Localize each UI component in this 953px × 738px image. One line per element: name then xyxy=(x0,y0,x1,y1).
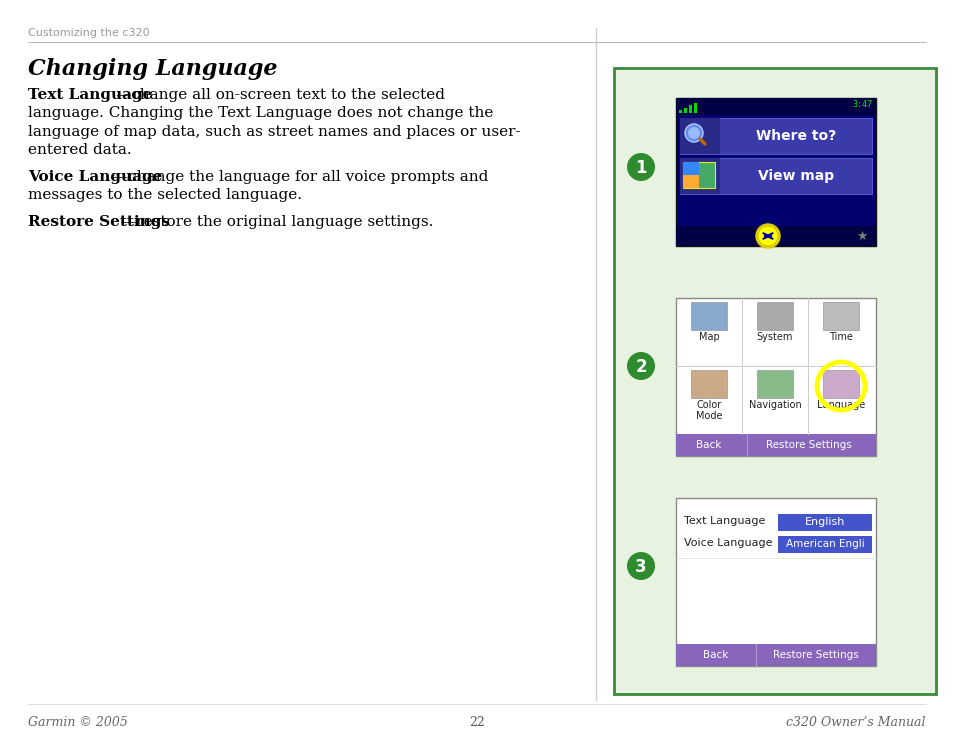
Text: Back: Back xyxy=(696,440,720,450)
Text: Restore Settings: Restore Settings xyxy=(28,215,170,229)
Bar xyxy=(682,162,714,188)
Bar xyxy=(679,158,871,194)
Text: —restore the original language settings.: —restore the original language settings. xyxy=(121,215,433,229)
Text: Changing Language: Changing Language xyxy=(28,58,277,80)
Text: English: English xyxy=(804,517,844,527)
Text: 22: 22 xyxy=(469,716,484,729)
Text: —change all on-screen text to the selected: —change all on-screen text to the select… xyxy=(116,88,444,102)
Circle shape xyxy=(626,552,655,580)
Bar xyxy=(614,68,935,694)
Text: Restore Settings: Restore Settings xyxy=(765,440,851,450)
Bar xyxy=(778,514,871,531)
Circle shape xyxy=(687,127,700,139)
Text: language of map data, such as street names and places or user-: language of map data, such as street nam… xyxy=(28,125,520,139)
Text: View map: View map xyxy=(757,169,833,183)
Bar xyxy=(676,298,875,456)
Text: Text Language: Text Language xyxy=(683,516,764,526)
Text: Voice Language: Voice Language xyxy=(28,170,162,184)
Bar xyxy=(682,175,699,188)
Bar xyxy=(676,98,875,246)
Bar xyxy=(757,370,792,398)
Bar xyxy=(679,110,681,113)
Bar xyxy=(688,105,691,113)
Text: 3: 3 xyxy=(635,558,646,576)
Text: messages to the selected language.: messages to the selected language. xyxy=(28,188,302,202)
Text: Map: Map xyxy=(698,332,719,342)
Bar xyxy=(690,370,726,398)
Circle shape xyxy=(684,124,702,142)
Text: Where to?: Where to? xyxy=(755,129,835,143)
Text: Language: Language xyxy=(816,400,864,410)
Text: Navigation: Navigation xyxy=(748,400,801,410)
Text: c320 Owner’s Manual: c320 Owner’s Manual xyxy=(785,716,925,729)
Circle shape xyxy=(626,153,655,181)
Bar xyxy=(676,498,875,666)
Text: Voice Language: Voice Language xyxy=(683,538,772,548)
Bar xyxy=(822,370,858,398)
Text: 1: 1 xyxy=(635,159,646,177)
Bar xyxy=(676,226,875,246)
Circle shape xyxy=(757,225,779,247)
Text: Time: Time xyxy=(828,332,852,342)
Bar xyxy=(682,162,699,175)
Bar xyxy=(679,118,720,154)
Circle shape xyxy=(626,352,655,380)
Text: American Engli: American Engli xyxy=(785,539,863,549)
Text: Restore Settings: Restore Settings xyxy=(772,650,858,660)
Bar xyxy=(676,644,875,666)
Text: language. Changing the Text Language does not change the: language. Changing the Text Language doe… xyxy=(28,106,493,120)
Text: Garmin © 2005: Garmin © 2005 xyxy=(28,716,128,729)
Bar xyxy=(683,108,686,113)
Text: ★: ★ xyxy=(856,230,866,243)
Bar xyxy=(679,118,871,154)
Bar xyxy=(757,302,792,330)
Text: 3:47: 3:47 xyxy=(851,100,871,109)
Bar xyxy=(676,434,875,456)
Bar xyxy=(693,103,697,113)
Bar xyxy=(690,302,726,330)
Bar xyxy=(822,302,858,330)
Text: Customizing the c320: Customizing the c320 xyxy=(28,28,150,38)
Text: —change the language for all voice prompts and: —change the language for all voice promp… xyxy=(112,170,488,184)
Text: 2: 2 xyxy=(635,358,646,376)
Bar xyxy=(679,158,720,194)
Text: entered data.: entered data. xyxy=(28,143,132,157)
Text: Color
Mode: Color Mode xyxy=(695,400,721,421)
Bar xyxy=(676,98,875,115)
Text: System: System xyxy=(756,332,792,342)
Text: Text Language: Text Language xyxy=(28,88,152,102)
Bar xyxy=(778,536,871,553)
Text: Back: Back xyxy=(702,650,728,660)
